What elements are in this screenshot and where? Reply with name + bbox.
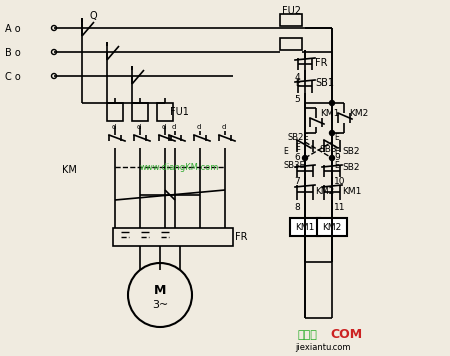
Circle shape — [329, 131, 334, 136]
Text: jiexiantu: jiexiantu — [295, 344, 331, 352]
Text: 5: 5 — [294, 95, 300, 105]
Text: E: E — [334, 134, 339, 142]
Text: 10: 10 — [334, 178, 346, 187]
Text: FR: FR — [315, 58, 328, 68]
Bar — [132, 103, 148, 121]
Text: SB1: SB1 — [315, 78, 334, 88]
Text: d: d — [137, 124, 141, 130]
Text: 3~: 3~ — [152, 300, 168, 310]
Text: 8: 8 — [294, 203, 300, 211]
Bar — [107, 103, 123, 121]
Text: d: d — [222, 124, 226, 130]
Text: 7: 7 — [294, 178, 300, 187]
Text: KM1: KM1 — [295, 222, 315, 231]
Text: E: E — [283, 147, 288, 157]
Text: SB2: SB2 — [342, 163, 360, 173]
Text: d: d — [162, 124, 166, 130]
Text: www.diangKM.com: www.diangKM.com — [140, 162, 220, 172]
Text: 9: 9 — [334, 153, 340, 162]
Text: FR: FR — [235, 232, 248, 242]
Bar — [280, 14, 302, 26]
Circle shape — [329, 100, 334, 105]
Text: E: E — [334, 147, 339, 157]
Bar — [113, 228, 233, 246]
Text: KM1: KM1 — [342, 188, 361, 197]
Text: KM1: KM1 — [320, 109, 339, 117]
Bar — [280, 38, 302, 50]
Text: d: d — [112, 124, 116, 130]
Text: E: E — [334, 161, 339, 169]
Text: SB2E: SB2E — [287, 134, 309, 142]
Text: E: E — [295, 143, 300, 152]
Bar — [157, 103, 173, 121]
Text: .com: .com — [330, 344, 351, 352]
Text: B o: B o — [5, 48, 21, 58]
Bar — [317, 218, 347, 236]
Text: 11: 11 — [334, 203, 346, 211]
Text: Q: Q — [90, 11, 98, 21]
Text: SB2: SB2 — [342, 147, 360, 157]
Text: KM2: KM2 — [315, 188, 334, 197]
Text: M: M — [154, 283, 166, 297]
Text: SB3: SB3 — [319, 146, 337, 155]
Text: KM2: KM2 — [322, 222, 342, 231]
Text: C o: C o — [5, 72, 21, 82]
Text: 6: 6 — [294, 153, 300, 162]
Text: KM2: KM2 — [349, 109, 368, 117]
Text: d: d — [197, 124, 201, 130]
Text: 4: 4 — [294, 73, 300, 82]
Text: COM: COM — [330, 329, 362, 341]
Bar — [290, 218, 320, 236]
Text: FU1: FU1 — [170, 107, 189, 117]
Text: KM: KM — [62, 165, 77, 175]
Text: SB3E: SB3E — [284, 161, 306, 169]
Text: d: d — [172, 124, 176, 130]
Text: 接线图: 接线图 — [297, 330, 317, 340]
Circle shape — [329, 156, 334, 161]
Text: A o: A o — [5, 24, 21, 34]
Text: FU2: FU2 — [282, 6, 301, 16]
Text: E: E — [295, 79, 300, 89]
Circle shape — [302, 156, 307, 161]
